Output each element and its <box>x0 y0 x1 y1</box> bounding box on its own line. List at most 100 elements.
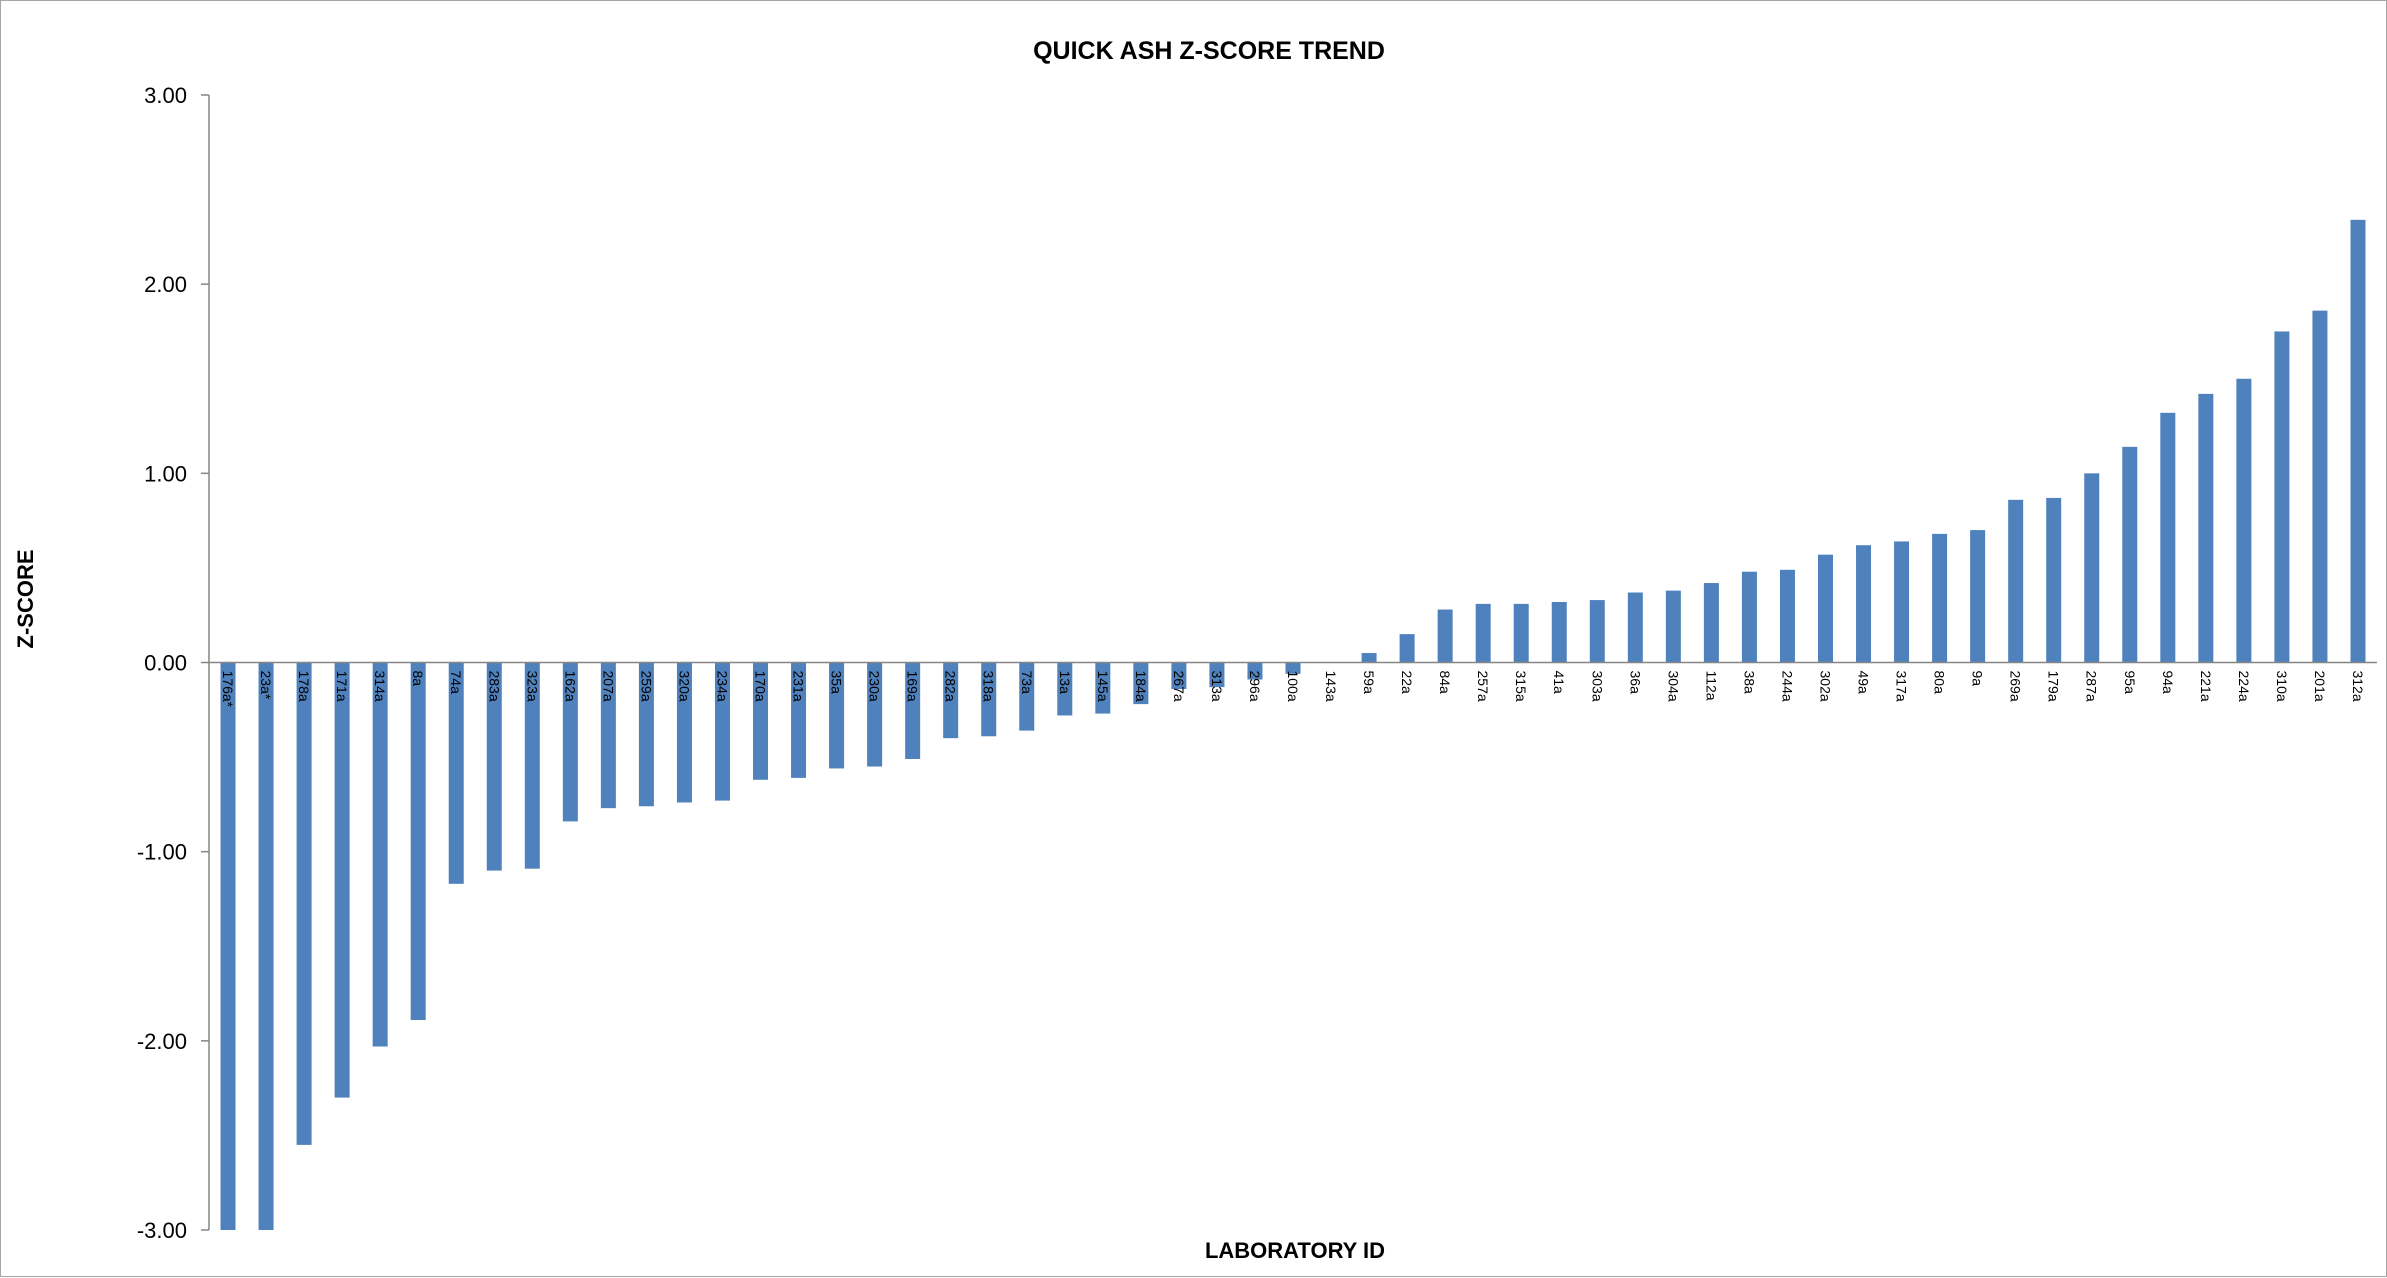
category-label: 179a <box>2046 671 2062 702</box>
category-label: 283a <box>486 671 502 702</box>
category-label: 143a <box>1323 671 1339 702</box>
category-label: 267a <box>1171 671 1187 702</box>
category-label: 234a <box>714 671 730 702</box>
category-label: 318a <box>981 671 997 702</box>
bar-59a <box>1361 653 1377 663</box>
category-label: 221a <box>2198 671 2214 702</box>
bar-287a <box>2084 473 2100 663</box>
bar-38a <box>1741 571 1757 663</box>
x-axis-title: LABORATORY ID <box>1205 1238 1385 1263</box>
category-label: 315a <box>1513 671 1529 702</box>
category-label: 94a <box>2160 671 2176 695</box>
y-axis-ticks: 3.00 2.00 1.00 0.00 -1.00 -2.00 -3.00 <box>137 83 209 1243</box>
bar-323a <box>524 662 540 869</box>
bar-221a <box>2198 393 2214 663</box>
bar-8a <box>410 662 426 1021</box>
category-label: 9a <box>1970 671 1986 687</box>
category-label: 171a <box>334 671 350 702</box>
bar-162a <box>562 662 578 822</box>
category-label: 259a <box>638 671 654 702</box>
bar-304a <box>1665 590 1681 663</box>
category-label: 303a <box>1589 671 1605 702</box>
bar-9a <box>1970 530 1986 663</box>
category-label: 145a <box>1095 671 1111 702</box>
bar-74a <box>448 662 464 884</box>
category-label: 320a <box>676 671 692 702</box>
bar-303a <box>1589 600 1605 663</box>
bar-283a <box>486 662 502 871</box>
bar-230a <box>867 662 883 767</box>
category-label: 317a <box>1894 671 1910 702</box>
category-label: 310a <box>2274 671 2290 702</box>
bar-320a <box>676 662 692 803</box>
y-axis-title: Z-SCORE <box>13 550 38 649</box>
bar-171a <box>334 662 350 1098</box>
bar-234a <box>714 662 730 801</box>
bar-259a <box>638 662 654 807</box>
bar-169a <box>905 662 921 759</box>
y-tick-label: -2.00 <box>137 1029 187 1054</box>
category-label: 36a <box>1627 671 1643 695</box>
bar-112a <box>1703 583 1719 663</box>
bar-184a <box>1133 662 1149 705</box>
category-label: 41a <box>1551 671 1567 695</box>
category-label: 244a <box>1779 671 1795 702</box>
bar-314a <box>372 662 388 1047</box>
bars-group <box>220 219 2366 1230</box>
category-label: 100a <box>1285 671 1301 702</box>
bar-179a <box>2046 497 2062 663</box>
bar-95a <box>2122 446 2138 663</box>
bar-310a <box>2274 331 2290 663</box>
bar-23a* <box>258 662 274 1230</box>
bar-244a <box>1779 569 1795 663</box>
y-tick-label: 0.00 <box>144 651 187 676</box>
category-label: 231a <box>791 671 807 702</box>
category-label: 312a <box>2350 671 2366 702</box>
bar-313a <box>1209 662 1225 688</box>
y-tick-label: -1.00 <box>137 840 187 865</box>
category-label: 49a <box>1856 671 1872 695</box>
axes-group <box>208 95 2377 1230</box>
category-label: 302a <box>1817 671 1833 702</box>
category-label: 112a <box>1703 671 1719 701</box>
category-label: 314a <box>372 671 388 702</box>
bar-94a <box>2160 412 2176 663</box>
bar-84a <box>1437 609 1453 663</box>
category-label: 38a <box>1741 671 1757 695</box>
category-label: 304a <box>1665 671 1681 702</box>
bar-231a <box>791 662 807 778</box>
category-label: 230a <box>867 671 883 702</box>
category-label: 23a* <box>258 671 274 700</box>
category-labels-group: 176a* 23a* 178a 171a 314a 8a 74a 283a 323a 162a 20… <box>220 671 2366 708</box>
category-label: 59a <box>1361 671 1377 695</box>
bar-318a <box>981 662 997 737</box>
bar-178a <box>296 662 312 1145</box>
category-label: 73a <box>1019 671 1035 695</box>
category-label: 201a <box>2312 671 2328 702</box>
category-label: 169a <box>905 671 921 702</box>
category-label: 287a <box>2084 671 2100 702</box>
category-label: 95a <box>2122 671 2138 695</box>
category-label: 184a <box>1133 671 1149 702</box>
bar-145a <box>1095 662 1111 714</box>
bar-73a <box>1019 662 1035 731</box>
category-label: 84a <box>1437 671 1453 695</box>
bar-269a <box>2008 499 2024 663</box>
category-label: 296a <box>1247 671 1263 702</box>
y-tick-label: -3.00 <box>137 1218 187 1243</box>
bar-170a <box>753 662 769 780</box>
bar-207a <box>600 662 616 809</box>
category-label: 313a <box>1209 671 1225 702</box>
bar-267a <box>1171 662 1187 689</box>
bar-296a <box>1247 662 1263 680</box>
category-label: 257a <box>1475 671 1491 702</box>
bar-302a <box>1817 554 1833 663</box>
category-label: 282a <box>943 671 959 702</box>
bar-36a <box>1627 592 1643 663</box>
category-label: 170a <box>753 671 769 702</box>
y-tick-label: 1.00 <box>144 461 187 486</box>
bar-282a <box>943 662 959 739</box>
category-label: 207a <box>600 671 616 702</box>
